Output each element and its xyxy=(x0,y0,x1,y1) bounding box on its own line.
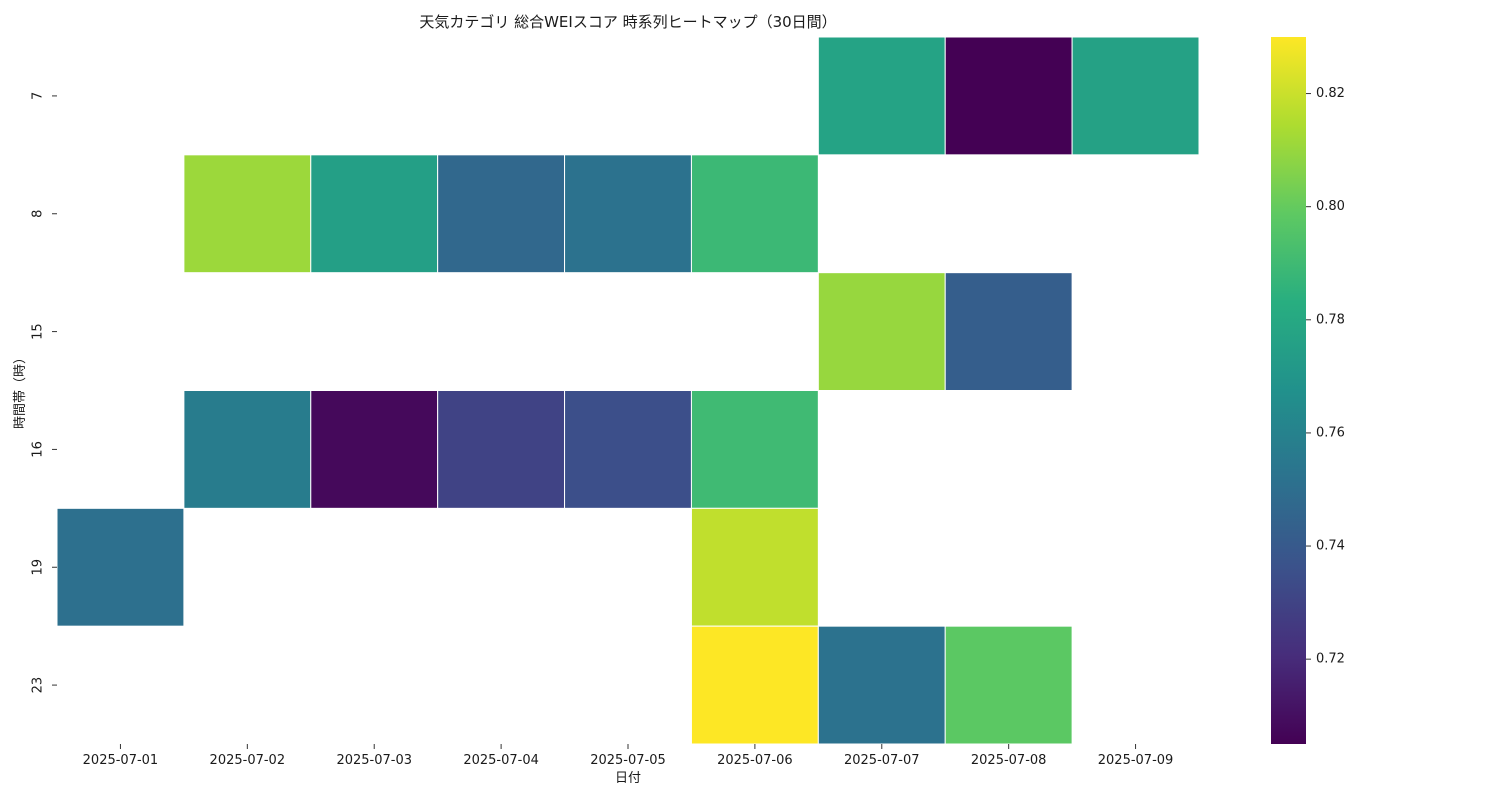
x-tick-label: 2025-07-07 xyxy=(844,753,920,768)
x-tick-label: 2025-07-08 xyxy=(971,753,1047,768)
x-axis-label: 日付 xyxy=(615,771,641,786)
heatmap-cell xyxy=(690,390,819,509)
y-tick-label: 8 xyxy=(31,210,46,218)
chart-title: 天気カテゴリ 総合WEIスコア 時系列ヒートマップ（30日間） xyxy=(419,13,836,31)
heatmap-cell xyxy=(690,625,819,745)
x-tick-label: 2025-07-03 xyxy=(336,753,412,768)
colorbar-ticks: 0.72 0.74 0.76 0.78 0.80 0.82 xyxy=(1306,86,1345,667)
colorbar-tick-label: 0.78 xyxy=(1316,312,1345,327)
x-tick-label: 2025-07-05 xyxy=(590,753,666,768)
x-axis: 2025-07-01 2025-07-02 2025-07-03 2025-07-04… xyxy=(83,744,1174,768)
x-tick-label: 2025-07-01 xyxy=(83,753,159,768)
heatmap-cell xyxy=(437,390,566,509)
y-tick-label: 23 xyxy=(31,677,46,694)
x-tick-label: 2025-07-09 xyxy=(1098,753,1174,768)
colorbar-tick-label: 0.72 xyxy=(1316,652,1345,667)
heatmap-cell xyxy=(564,154,692,274)
heatmap-cell xyxy=(1071,36,1200,156)
heatmap-cell xyxy=(437,154,566,274)
heatmap-cell xyxy=(944,36,1073,156)
heatmap-cells xyxy=(56,36,1200,745)
colorbar-tick-label: 0.80 xyxy=(1316,199,1345,214)
heatmap-cell xyxy=(183,390,312,509)
y-axis-label: 時間帯（時） xyxy=(13,351,28,429)
colorbar-tick-label: 0.76 xyxy=(1316,425,1345,440)
heatmap-cell xyxy=(944,272,1073,391)
colorbar-tick-label: 0.74 xyxy=(1316,539,1345,554)
y-tick-label: 16 xyxy=(31,441,46,458)
x-tick-label: 2025-07-04 xyxy=(463,753,539,768)
x-tick-label: 2025-07-06 xyxy=(717,753,793,768)
y-tick-label: 15 xyxy=(31,323,46,340)
heatmap-cell xyxy=(56,507,185,627)
colorbar-tick-label: 0.82 xyxy=(1316,86,1345,101)
heatmap-cell xyxy=(310,154,439,274)
y-tick-label: 7 xyxy=(31,92,46,100)
colorbar-gradient xyxy=(1271,37,1306,744)
heatmap-cell xyxy=(690,507,819,627)
heatmap-cell xyxy=(817,625,946,745)
heatmap-cell xyxy=(564,390,692,509)
heatmap-cell xyxy=(817,272,946,391)
heatmap-cell xyxy=(690,154,819,274)
x-tick-label: 2025-07-02 xyxy=(210,753,286,768)
heatmap-cell xyxy=(817,36,946,156)
heatmap-cell xyxy=(944,625,1073,745)
colorbar: 0.72 0.74 0.76 0.78 0.80 0.82 xyxy=(1271,37,1345,744)
heatmap-cell xyxy=(310,390,439,509)
y-axis: 7 8 15 16 19 23 xyxy=(31,92,57,694)
y-tick-label: 19 xyxy=(31,559,46,576)
heatmap-cell xyxy=(183,154,312,274)
